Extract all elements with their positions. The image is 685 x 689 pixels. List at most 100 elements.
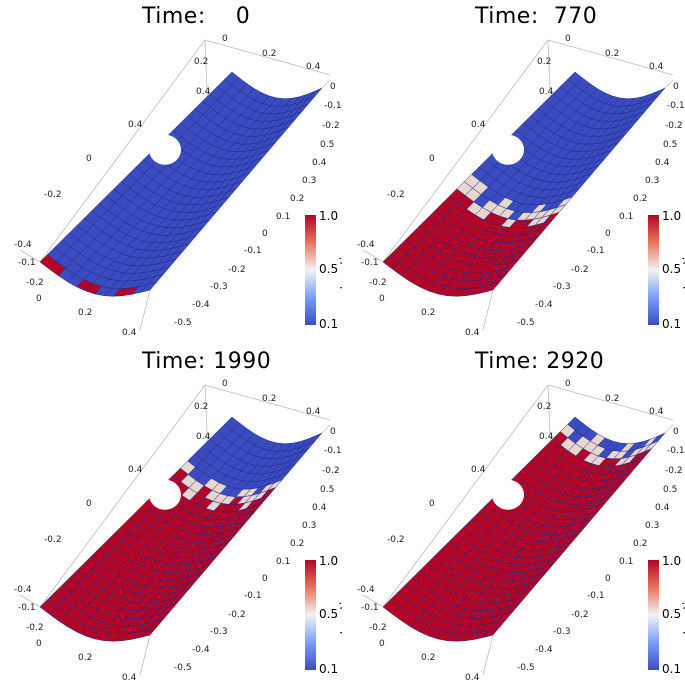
hole-cutout [491,479,524,510]
tick-label: 0.4 [539,432,554,442]
tick-label: -0.1 [18,258,36,268]
colorbar-min-label: 0.1 [319,317,339,331]
colorbar-mid-label: 0.5 [319,262,339,276]
tick-label: -0.2 [322,466,340,476]
panel-time-2920: Time: 2920 0 0.2 0.4 0.2 0.4 0.4 0 -0.2 -0.4 0 -0.1… [343,345,685,689]
tick-label: 0.2 [78,308,93,318]
tick-label: 0 [605,229,611,239]
tick-label: 0.2 [421,308,436,318]
tick-label: -0.4 [192,300,210,310]
tick-label: 0.2 [421,653,436,663]
tick-label: -0.4 [14,240,32,250]
colorbar [305,215,316,325]
panel-title: Time: 0 [142,4,251,29]
tick-label: 0.4 [539,87,554,97]
axis-line [139,634,151,676]
tick-label: -0.3 [553,627,571,637]
tick-label: -0.2 [228,265,246,275]
tick-label: 0 [36,639,42,649]
tick-label: -0.1 [324,446,342,456]
tick-label: -0.1 [361,258,379,268]
tick-label: 0.2 [605,394,620,404]
tick-label: 0.5 [320,140,335,150]
tick-label: 0.2 [605,49,620,59]
tick-label: 0 [86,154,92,164]
colorbar-min-label: 0.1 [662,317,682,331]
tick-label: 0 [673,82,679,92]
mesh-cell [307,432,323,445]
tick-label: 0.4 [128,120,143,130]
colorbar [648,560,659,670]
panel-title: Time: 770 [475,4,598,29]
tick-label: 0.4 [312,503,327,513]
colorbar-mid-label: 0.5 [662,262,682,276]
tick-label: -0.5 [174,663,192,673]
tick-label: 0.4 [196,87,211,97]
tick-label: -0.2 [369,623,387,633]
colorbar-title: saturation [338,586,342,648]
tick-label: 0.2 [262,49,277,59]
axis-line [547,39,674,76]
axis-line [664,79,674,89]
tick-label: -0.1 [18,603,36,613]
panel-time-0: Time: 0 0 0.2 0.4 0.2 0.4 0.4 0 -0.2 -0.4 0 -0.1 -0.… [0,0,342,344]
tick-label: -0.3 [210,627,228,637]
tick-label: 0.4 [465,328,480,338]
tick-label: 0.1 [619,557,634,567]
tick-label: -0.1 [587,246,605,256]
mesh-cell [650,432,666,445]
tick-label: 0 [262,574,268,584]
colorbar-title: saturation [681,586,685,648]
tick-label: 0 [262,229,268,239]
mesh-plot [19,384,331,676]
colorbar-max-label: 1.0 [319,209,339,223]
tick-label: -0.2 [228,610,246,620]
mesh-plot [362,39,674,331]
tick-label: -0.4 [535,645,553,655]
tick-label: -0.5 [174,318,192,328]
tick-label: 0 [379,639,385,649]
tick-label: -0.2 [571,610,589,620]
tick-label: 0.5 [663,140,678,150]
tick-label: 0.4 [306,407,321,417]
tick-label: 0.2 [78,653,93,663]
tick-label: 0.4 [128,465,143,475]
mesh-plot [19,39,331,331]
tick-label: -0.1 [667,101,685,111]
tick-label: -0.2 [665,466,683,476]
tick-label: 0 [565,379,571,389]
tick-label: -0.5 [517,663,535,673]
tick-label: 0.4 [471,120,486,130]
tick-label: 0 [330,82,336,92]
tick-label: -0.1 [244,591,262,601]
panel-time-770: Time: 770 0 0.2 0.4 0.2 0.4 0.4 0 -0.2 -0.4 0 -0.1-… [343,0,685,344]
tick-label: 0.1 [276,557,291,567]
tick-label: 0.4 [122,328,137,338]
tick-label: -0.2 [387,535,405,545]
tick-label: -0.2 [26,278,44,288]
tick-label: 0 [565,34,571,44]
tick-label: -0.1 [587,591,605,601]
axis-line [19,249,41,263]
tick-label: 0.2 [633,539,648,549]
tick-label: -0.1 [244,246,262,256]
tick-label: 0.2 [633,194,648,204]
hole-cutout [491,134,524,165]
tick-label: 0.4 [465,673,480,683]
colorbar-mid-label: 0.5 [662,607,682,621]
axis-line [362,249,384,263]
tick-label: -0.2 [26,623,44,633]
tick-label: -0.3 [210,282,228,292]
tick-label: 0.5 [663,485,678,495]
axis-line [139,289,151,331]
mesh-plot [362,384,674,676]
tick-label: 0.3 [645,176,660,186]
mesh-cell [307,87,323,100]
tick-label: 0.1 [276,212,291,222]
axis-line [321,79,331,89]
axis-line [664,424,674,434]
tick-label: -0.1 [361,603,379,613]
axis-line [321,424,331,434]
tick-label: 0.4 [196,432,211,442]
tick-label: 0.2 [194,402,209,412]
